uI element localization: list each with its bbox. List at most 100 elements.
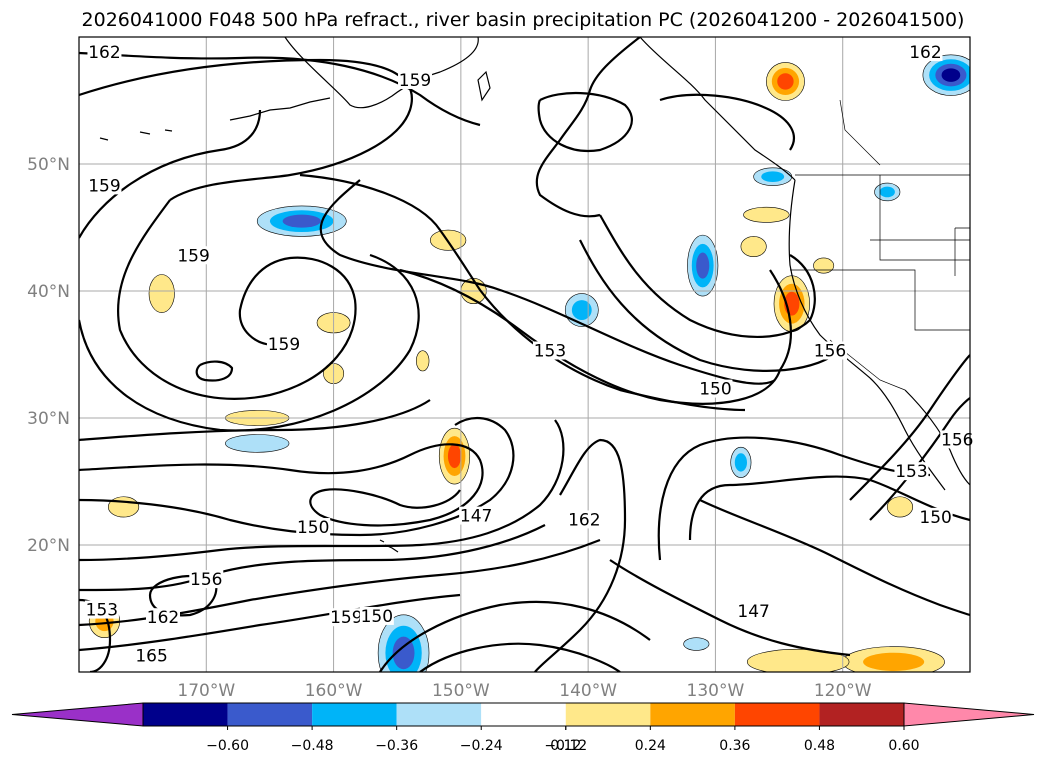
precip-shade <box>149 274 174 312</box>
contour-label-text: 159 <box>88 176 120 196</box>
precip-shade <box>741 236 766 256</box>
contour-label: 162 <box>146 608 180 628</box>
contour-label-text: 159 <box>330 608 362 628</box>
contour-label-text: 162 <box>147 608 179 628</box>
longitude-labels: 170°W 160°W 150°W 140°W 130°W 120°W <box>177 681 871 701</box>
colorbar-bin <box>566 703 651 726</box>
contour-label: 159 <box>398 71 432 91</box>
contour-label: 150 <box>698 380 732 400</box>
contour-label-text: 150 <box>699 380 731 400</box>
longitude-label: 140°W <box>559 681 617 701</box>
colorbar-tick-label: 0.60 <box>888 738 919 754</box>
contour-label: 162 <box>87 43 121 63</box>
precip-shade <box>777 73 793 89</box>
contour-label: 150 <box>296 518 330 538</box>
precip-shade <box>880 187 895 198</box>
precip-anomaly-blob <box>813 258 833 273</box>
latitude-label: 50°N <box>27 155 70 175</box>
colorbar-tick-label: 0.12 <box>550 738 581 754</box>
precip-shade <box>416 351 429 371</box>
precip-shade <box>813 258 833 273</box>
contour-label-text: 162 <box>568 510 600 530</box>
contour-label: 159 <box>87 176 121 196</box>
precip-anomaly-blob <box>225 435 289 453</box>
precip-shade <box>448 444 461 468</box>
contour-label-text: 150 <box>297 518 329 538</box>
contour-label-text: 159 <box>399 71 431 91</box>
contour-label-text: 150 <box>361 607 393 627</box>
contour-label: 156 <box>940 430 974 450</box>
contour-label-text: 162 <box>909 43 941 63</box>
longitude-label: 150°W <box>432 681 490 701</box>
contour-label: 153 <box>85 601 119 621</box>
longitude-label: 160°W <box>305 681 363 701</box>
contour-label: 162 <box>567 510 601 530</box>
colorbar-tick-label: 0.36 <box>719 738 750 754</box>
contour-label: 159 <box>267 335 301 355</box>
colorbar-bin <box>650 703 735 726</box>
contour-label: 165 <box>135 646 169 666</box>
precip-shade <box>942 68 961 82</box>
contour-label-text: 147 <box>737 602 769 622</box>
longitude-label: 120°W <box>814 681 872 701</box>
precip-anomaly-blob <box>108 497 139 517</box>
precip-shade <box>684 638 709 651</box>
precip-anomaly-blob <box>766 62 804 100</box>
latitude-label: 20°N <box>27 536 70 556</box>
contour-label-text: 159 <box>177 246 209 266</box>
colorbar-bin <box>228 703 313 726</box>
colorbar-bin <box>143 703 228 726</box>
colorbar-tick-label: −0.24 <box>460 738 503 754</box>
map-area: 162 159 159 159 159 153 150 156 153 156 150 147 162 1… <box>79 37 979 691</box>
precip-anomaly-blob <box>731 447 751 477</box>
colorbar-tick-label: 0.48 <box>804 738 835 754</box>
contour-label-text: 162 <box>88 43 120 63</box>
precip-anomaly-blob <box>149 274 174 312</box>
precip-shade <box>735 453 747 471</box>
contour-label: 162 <box>908 43 942 63</box>
precip-anomaly-blob <box>565 294 598 327</box>
precip-anomaly-blob <box>743 207 789 222</box>
precip-anomaly-blob <box>257 206 346 236</box>
precip-anomaly-blob <box>416 351 429 371</box>
precip-anomaly-blob <box>741 236 766 256</box>
precip-shade <box>761 171 784 182</box>
precip-shade <box>863 653 924 671</box>
colorbar-tick-label: −0.60 <box>206 738 249 754</box>
contour-label-text: 159 <box>268 335 300 355</box>
longitude-label: 170°W <box>177 681 235 701</box>
contour-label-text: 153 <box>86 601 118 621</box>
colorbar-tick-label: −0.36 <box>375 738 418 754</box>
colorbar-bin <box>397 703 482 726</box>
contour-label: 147 <box>737 602 771 622</box>
precip-anomaly-blob <box>687 235 718 296</box>
precip-shade <box>887 497 912 517</box>
contour-label: 159 <box>329 608 363 628</box>
colorbar-bin <box>819 703 904 726</box>
colorbar-tick-label: 0.24 <box>635 738 666 754</box>
contour-label-text: 153 <box>534 342 566 362</box>
contour-label: 156 <box>189 570 223 590</box>
contour-label: 159 <box>177 246 211 266</box>
precip-shade <box>108 497 139 517</box>
colorbar-over-extension <box>904 703 1034 726</box>
colorbar-bin <box>312 703 397 726</box>
colorbar-under-extension <box>12 703 143 726</box>
contour-label-text: 156 <box>814 342 846 362</box>
precip-anomaly-blob <box>875 183 900 201</box>
latitude-label: 40°N <box>27 282 70 302</box>
contour-label: 150 <box>360 607 394 627</box>
contour-label-text: 150 <box>919 508 951 528</box>
latitude-label: 30°N <box>27 409 70 429</box>
contour-label: 147 <box>459 507 493 527</box>
chart: 2026041000 F048 500 hPa refract., river … <box>0 0 1047 765</box>
contour-label-text: 156 <box>941 430 973 450</box>
precip-anomaly-blob <box>439 428 470 484</box>
precip-anomaly-blob <box>754 168 792 186</box>
precip-anomaly-blob <box>684 638 709 651</box>
contour-label: 153 <box>533 342 567 362</box>
colorbar: −0.60 −0.48 −0.36 −0.24 −0.120.12 0.24 0.36 0.4… <box>12 703 1034 754</box>
contour-label: 150 <box>919 508 953 528</box>
precip-shade <box>283 215 321 228</box>
precip-anomaly-blob <box>887 497 912 517</box>
